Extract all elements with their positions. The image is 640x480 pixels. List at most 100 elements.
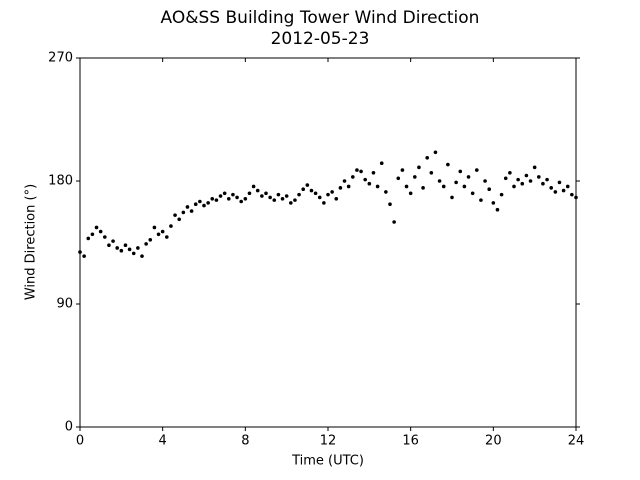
data-point [379, 161, 384, 166]
x-tick-label: 20 [485, 434, 502, 449]
data-point [450, 195, 454, 200]
data-point [429, 171, 434, 175]
data-point [549, 186, 553, 190]
data-point [193, 202, 198, 207]
data-point [301, 187, 306, 191]
data-point [541, 181, 545, 186]
data-point [528, 179, 533, 183]
y-tick-label: 180 [48, 174, 73, 189]
data-point [243, 196, 248, 201]
data-point [231, 192, 235, 197]
data-point [574, 195, 578, 200]
data-point [437, 179, 442, 183]
data-point [355, 168, 359, 172]
data-point [359, 169, 363, 174]
data-point [565, 184, 570, 189]
data-point [111, 239, 115, 243]
data-point [160, 229, 165, 234]
data-point [466, 175, 471, 179]
data-point [553, 190, 558, 194]
data-point [545, 177, 549, 182]
data-point [247, 191, 252, 196]
x-tick-label: 24 [568, 434, 585, 449]
data-point [260, 194, 264, 198]
data-point [255, 188, 260, 193]
y-tick-label: 90 [56, 297, 73, 312]
data-point [491, 201, 496, 205]
data-point [239, 199, 243, 204]
x-tick-label: 0 [76, 434, 84, 449]
x-tick-label: 4 [159, 434, 167, 449]
data-point [214, 198, 219, 202]
data-point [346, 184, 351, 189]
data-point [392, 220, 396, 224]
data-point [131, 251, 136, 256]
data-point [503, 176, 508, 181]
data-point [289, 201, 293, 205]
data-point [115, 246, 119, 250]
data-point [338, 186, 343, 190]
y-tick-label: 0 [65, 420, 73, 435]
data-point [305, 183, 310, 187]
data-point [156, 232, 161, 237]
data-point [326, 192, 330, 197]
data-point [98, 229, 103, 234]
data-point [82, 254, 86, 258]
x-tick-label: 12 [320, 434, 337, 449]
data-point [206, 201, 210, 205]
data-point [136, 246, 140, 250]
data-point [483, 179, 487, 183]
data-point [268, 195, 272, 200]
data-point [475, 168, 479, 172]
data-point [433, 150, 438, 155]
data-point [342, 179, 347, 183]
data-point [454, 180, 458, 185]
data-point [218, 194, 223, 198]
data-point [103, 235, 107, 239]
data-point [251, 184, 256, 189]
data-point [371, 171, 376, 175]
x-tick-label: 8 [241, 434, 249, 449]
chart-title: AO&SS Building Tower Wind Direction [161, 8, 480, 28]
data-point [322, 201, 326, 205]
data-point [388, 202, 392, 207]
data-point [107, 243, 111, 248]
data-point [330, 190, 334, 194]
data-point [227, 196, 231, 201]
data-point [537, 175, 541, 179]
data-point [86, 236, 91, 241]
data-point [165, 235, 169, 239]
data-point [119, 248, 124, 253]
data-point [177, 217, 181, 222]
data-point [495, 207, 500, 212]
data-point [123, 243, 128, 248]
y-axis-label: Wind Direction (°) [24, 184, 39, 300]
data-point [297, 192, 301, 197]
data-point [499, 192, 504, 197]
data-point [202, 203, 206, 208]
data-point [189, 209, 194, 213]
data-point [367, 181, 372, 186]
data-point [185, 205, 190, 209]
data-point [413, 175, 417, 179]
data-point [317, 195, 322, 200]
x-tick-label: 16 [402, 434, 419, 449]
data-point [458, 169, 463, 174]
data-point [441, 184, 446, 189]
data-point [363, 177, 368, 182]
data-point [384, 190, 388, 194]
data-point [425, 155, 430, 160]
data-point [487, 187, 492, 191]
data-point [421, 186, 425, 190]
data-point [94, 225, 99, 230]
data-point [570, 192, 574, 197]
data-point [313, 191, 318, 196]
data-point [351, 175, 355, 179]
data-point [479, 198, 483, 202]
data-point [532, 165, 537, 170]
data-point [222, 191, 227, 196]
data-point [198, 199, 202, 204]
data-point [173, 213, 177, 217]
x-axis-label: Time (UTC) [291, 454, 364, 469]
